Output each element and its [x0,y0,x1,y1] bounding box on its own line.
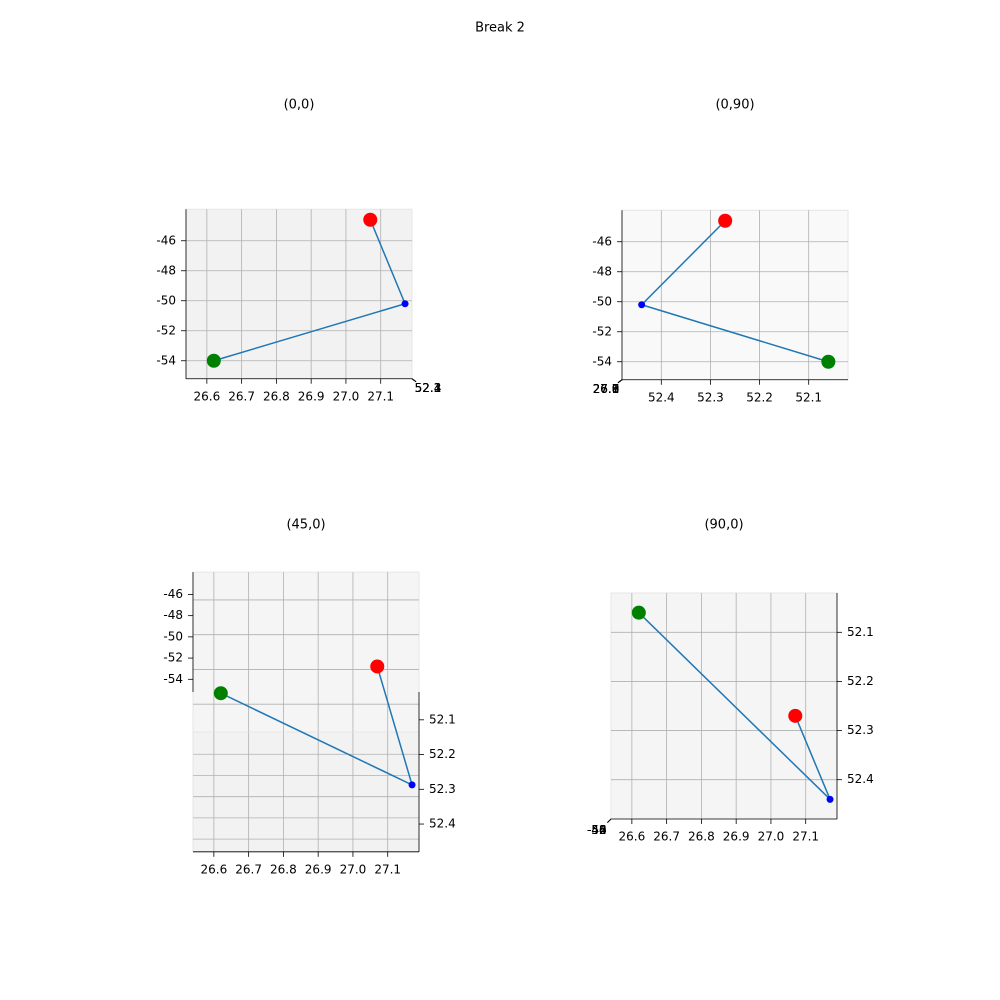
tick-mark [411,378,417,383]
z-tick-label: -52 [163,651,183,665]
z-tick-label: -46 [592,234,612,248]
y-tick-label: 52.4 [648,390,675,404]
data-point [718,213,733,228]
y-tick-label: 52.1 [795,390,822,404]
y-tick-label: 52.2 [847,674,874,688]
x-tick-label: 26.8 [263,389,290,403]
pane [192,731,420,853]
y-tick-label: 52.4 [415,381,442,395]
data-point [213,686,228,701]
x-tick-label: 26.6 [201,862,228,876]
subplot-title: (0,0) [284,98,315,113]
y-tick-label: 52.3 [415,381,442,395]
x-tick-label: 27.0 [333,389,360,403]
y-tick-label: 52.2 [415,381,442,395]
z-tick-label: -54 [587,823,607,837]
y-tick-label: 52.1 [415,381,442,395]
x-tick-label: 27.1 [593,382,620,396]
data-point [206,353,221,368]
x-tick-label: 27.0 [758,830,785,844]
z-tick-label: -46 [163,587,183,601]
y-tick-label: 52.3 [847,723,874,737]
data-point [408,781,416,789]
y-tick-label: 52.3 [429,782,456,796]
figure-title: Break 2 [475,21,525,36]
x-tick-label: 26.9 [723,830,750,844]
x-tick-label: 27.0 [340,862,367,876]
data-point [788,708,803,723]
x-tick-label: 27.1 [374,862,401,876]
pane [192,571,420,733]
z-tick-label: -50 [156,293,176,307]
pane [610,592,838,820]
x-tick-label: 26.6 [619,830,646,844]
z-tick-label: -52 [587,823,607,837]
y-tick-label: 52.1 [429,712,456,726]
subplot-title: (0,90) [715,98,754,113]
x-tick-label: 26.6 [593,382,620,396]
z-tick-label: -54 [592,354,612,368]
z-tick-label: -52 [156,323,176,337]
x-tick-label: 26.7 [653,830,680,844]
data-point [631,605,646,620]
x-tick-label: 26.6 [194,389,221,403]
y-tick-label: 52.2 [746,390,773,404]
data-point [821,354,836,369]
z-tick-label: -54 [156,353,176,367]
subplot-title: (90,0) [704,518,743,533]
z-tick-label: -50 [163,629,183,643]
z-tick-label: -50 [592,294,612,308]
z-tick-label: -48 [587,823,607,837]
x-tick-label: 26.7 [235,862,262,876]
data-point [363,212,378,227]
x-tick-label: 26.7 [228,389,255,403]
z-tick-label: -48 [163,608,183,622]
z-tick-label: -48 [592,264,612,278]
x-tick-label: 26.7 [593,382,620,396]
pane [621,209,849,381]
data-point [370,659,385,674]
tick-mark [617,379,623,384]
pane [185,208,413,380]
data-point [401,300,409,308]
data-point [826,795,834,803]
z-tick-label: -46 [587,823,607,837]
y-tick-label: 52.3 [697,390,724,404]
z-tick-label: -48 [156,263,176,277]
x-tick-label: 27.1 [792,830,819,844]
y-tick-label: 52.1 [847,625,874,639]
z-tick-label: -50 [587,823,607,837]
x-tick-label: 26.8 [270,862,297,876]
data-point [638,301,646,309]
z-tick-label: -52 [592,324,612,338]
x-tick-label: 26.8 [593,382,620,396]
y-tick-label: 52.4 [847,772,874,786]
z-tick-label: -46 [156,233,176,247]
subplot-title: (45,0) [286,518,325,533]
x-tick-label: 27.0 [593,382,620,396]
x-tick-label: 26.9 [593,382,620,396]
y-tick-label: 52.4 [429,817,456,831]
tick-mark [607,818,612,823]
x-tick-label: 27.1 [367,389,394,403]
x-tick-label: 26.8 [688,830,715,844]
z-tick-label: -54 [163,672,183,686]
y-tick-label: 52.2 [429,747,456,761]
x-tick-label: 26.9 [298,389,325,403]
x-tick-label: 26.9 [305,862,332,876]
